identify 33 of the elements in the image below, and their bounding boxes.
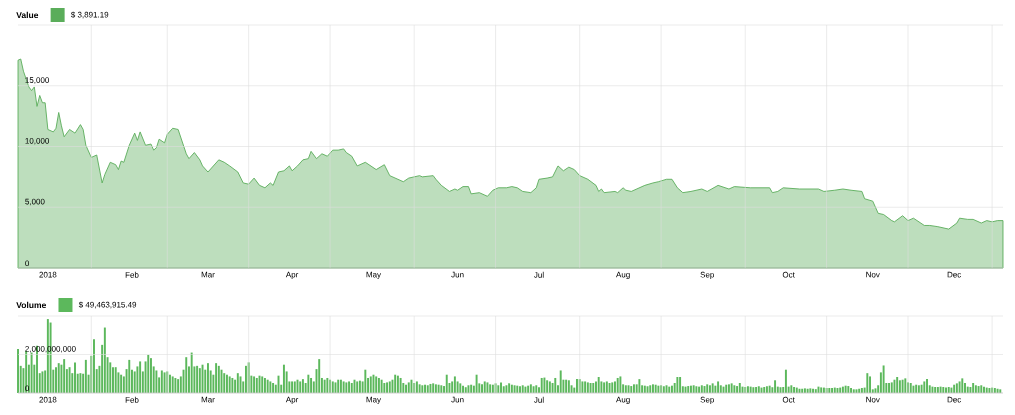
- x-tick-label: Jun: [451, 396, 464, 403]
- x-tick-label: Aug: [616, 396, 630, 405]
- x-tick-label: May: [366, 396, 382, 405]
- x-tick-label: Dec: [947, 396, 962, 403]
- text: $ 3,891.19: [70, 11, 109, 19]
- x-tick-label: May: [366, 271, 382, 280]
- x-tick-label: Dec: [947, 271, 962, 278]
- x-tick-label: Sep: [700, 271, 714, 280]
- x-tick-label: Apr: [285, 396, 299, 405]
- x-tick-label: Oct: [782, 271, 795, 278]
- x-tick-label: Feb: [125, 271, 139, 278]
- y-tick-label: 15,000: [25, 77, 50, 84]
- x-tick-label: Apr: [285, 271, 299, 280]
- x-tick-label: Oct: [782, 396, 795, 403]
- x-tick-label: Mar: [201, 271, 215, 278]
- y-tick-label: 5,000: [25, 198, 45, 206]
- chart-title: Volume: [16, 301, 46, 309]
- x-tick-label: Jul: [534, 271, 544, 278]
- x-tick-label: Nov: [866, 271, 880, 278]
- chart-title: Value: [16, 11, 39, 19]
- x-tick-label: 2018: [39, 271, 57, 278]
- y-tick-label: 0: [25, 385, 30, 392]
- x-tick-label: Mar: [201, 396, 215, 403]
- x-tick-label: Aug: [616, 271, 630, 280]
- x-tick-label: Jun: [451, 271, 464, 278]
- y-tick-label: 0: [25, 260, 30, 267]
- x-tick-label: 2018: [39, 396, 57, 403]
- legend-label: $ 49,463,915.49: [78, 301, 137, 309]
- x-tick-label: Jul: [534, 396, 544, 403]
- y-tick-label: 10,000: [25, 138, 50, 145]
- x-tick-label: Feb: [125, 396, 139, 403]
- x-tick-label: Sep: [700, 396, 714, 405]
- x-tick-label: Nov: [866, 396, 880, 403]
